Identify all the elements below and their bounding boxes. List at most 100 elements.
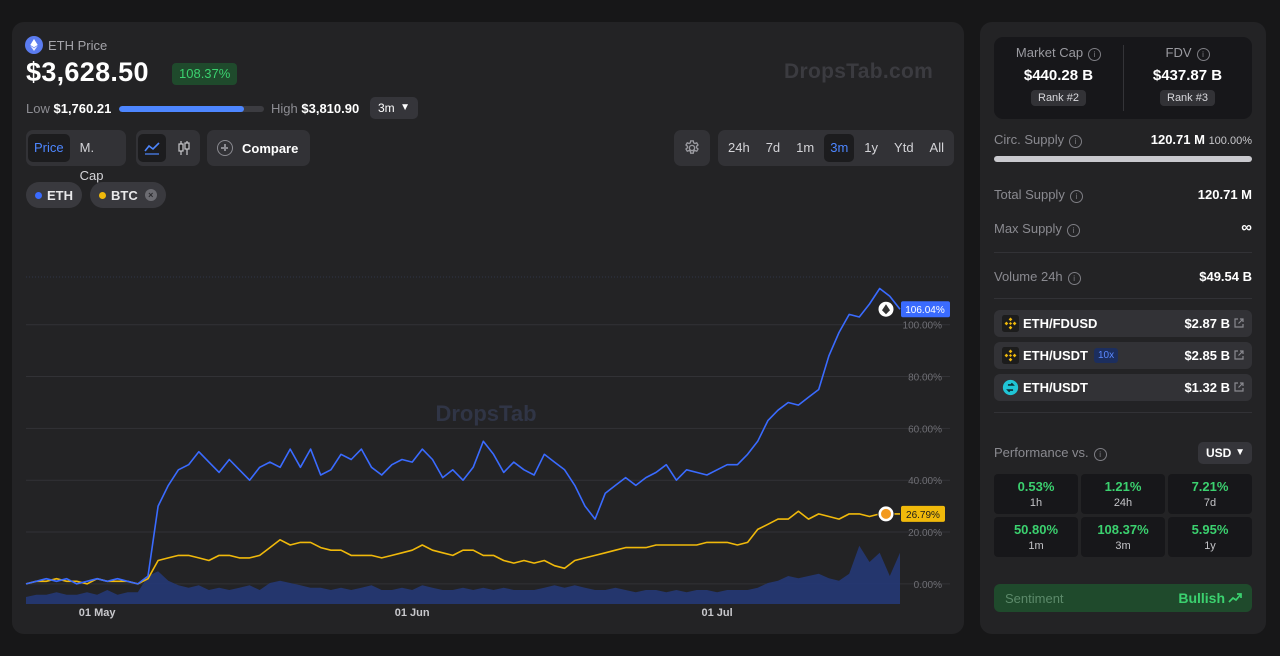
tab-3m[interactable]: 3m [824, 134, 855, 162]
y-tick-label: 80.00% [908, 373, 942, 384]
circ-supply-label: Circ. Supply [994, 132, 1065, 147]
performance-cell: 108.37% 3m [1081, 517, 1165, 557]
info-icon[interactable]: i [1093, 448, 1107, 461]
x-tick-label: 01 May [79, 607, 117, 619]
legend-chip-eth[interactable]: ETH [26, 182, 82, 208]
plus-circle-icon [217, 140, 233, 156]
legend-chip-btc[interactable]: BTC × [90, 182, 166, 208]
info-icon[interactable]: i [1067, 272, 1081, 285]
info-icon[interactable]: i [1196, 48, 1210, 61]
volume-label: Volume 24h [994, 269, 1063, 284]
external-link-icon[interactable] [1233, 349, 1245, 361]
circ-supply-row: Circ. Supply i 120.71 M 100.00% [994, 132, 1252, 148]
pair-name: ETH/USDT [1023, 380, 1088, 395]
chevron-down-icon: ▼ [1235, 447, 1245, 458]
candlestick-icon[interactable] [170, 134, 198, 162]
tab-price[interactable]: Price [28, 134, 70, 162]
max-supply-value: ∞ [1241, 219, 1252, 236]
price-chart: 0.00% 20.00% 40.00% 60.00% 80.00% 100.00% Drop… [25, 276, 950, 619]
line-chart-icon[interactable] [138, 134, 166, 162]
performance-period: 7d [1203, 497, 1217, 509]
btc-end-label: 26.79% [906, 510, 940, 521]
currency-select[interactable]: USD ▼ [1198, 442, 1252, 464]
exchange-logo-icon [1002, 379, 1019, 396]
performance-cell: 7.21% 7d [1168, 474, 1252, 514]
external-link-icon[interactable] [1233, 317, 1245, 329]
timeframe-tabs: 24h 7d 1m 3m 1y Ytd All [718, 130, 954, 166]
high-value: $3,810.90 [301, 101, 360, 116]
performance-period: 1m [1028, 540, 1044, 552]
total-supply-row: Total Supply i 120.71 M [994, 187, 1252, 203]
market-pair-row[interactable]: ETH/FDUSD $2.87 B [994, 310, 1252, 337]
btc-marker-icon [881, 508, 891, 519]
circ-supply-value: 120.71 M [1150, 132, 1205, 147]
info-icon[interactable]: i [1088, 48, 1102, 61]
legend-btc-label: BTC [111, 187, 138, 203]
performance-period: 3m [1115, 540, 1131, 552]
max-supply-row: Max Supply i ∞ [994, 219, 1252, 237]
pair-name: ETH/FDUSD [1023, 316, 1098, 331]
trending-up-icon [1228, 593, 1242, 603]
sentiment-value: Bullish [1178, 590, 1225, 606]
coin-stats-panel: Market Cap i $440.28 B Rank #2 FDV i $437.… [980, 22, 1266, 634]
performance-header: Performance vs. i [994, 445, 1252, 461]
sentiment-label: Sentiment [1005, 591, 1064, 606]
range-period-select[interactable]: 3m ▼ [370, 97, 418, 119]
y-tick-label: 0.00% [914, 580, 942, 591]
sentiment-bar[interactable]: Sentiment Bullish [994, 584, 1252, 612]
price-chart-panel: ETH Price $3,628.50 108.37% DropsTab.com… [12, 22, 964, 634]
market-cap-value: $440.28 B [1023, 67, 1094, 84]
tab-7d[interactable]: 7d [765, 140, 781, 155]
total-supply-value: 120.71 M [1197, 187, 1252, 202]
tab-ytd[interactable]: Ytd [894, 140, 914, 155]
pair-amount: $2.87 B [1184, 316, 1230, 331]
tab-all[interactable]: All [929, 140, 944, 155]
circ-supply-fill [994, 156, 1252, 162]
chart-settings-button[interactable] [674, 130, 710, 166]
performance-value: 7.21% [1191, 479, 1229, 494]
binance-logo-icon [1002, 315, 1019, 332]
pair-name: ETH/USDT [1023, 348, 1088, 363]
remove-btc-close-icon[interactable]: × [144, 189, 157, 201]
performance-value: 0.53% [1017, 479, 1055, 494]
divider [994, 298, 1252, 299]
compare-button[interactable]: Compare [207, 130, 311, 166]
y-tick-label: 100.00% [903, 321, 943, 332]
high-price: High $3,810.90 [271, 101, 359, 116]
performance-value: 108.37% [1097, 522, 1149, 537]
fdv-value: $437.87 B [1152, 67, 1223, 84]
price-range-bar [119, 106, 264, 112]
low-price: Low $1,760.21 [26, 101, 111, 116]
market-cap-label: Market Cap [1015, 45, 1084, 60]
market-pair-row[interactable]: ETH/USDT 10x $2.85 B [994, 342, 1252, 369]
binance-logo-icon [1002, 347, 1019, 364]
market-pair-row[interactable]: ETH/USDT $1.32 B [994, 374, 1252, 401]
pair-amount: $1.32 B [1184, 380, 1230, 395]
eth-end-label-bg [901, 301, 950, 318]
pair-amount: $2.85 B [1184, 348, 1230, 363]
tab-1y[interactable]: 1y [864, 140, 879, 155]
low-label: Low [26, 101, 50, 116]
tab-market-cap[interactable]: M. Cap [79, 140, 104, 183]
y-tick-label: 20.00% [908, 528, 942, 539]
valuation-box: Market Cap i $440.28 B Rank #2 FDV i $437.… [994, 37, 1252, 119]
coin-price-label: ETH Price [48, 38, 108, 53]
info-icon[interactable]: i [1069, 190, 1083, 203]
eth-dot-icon [35, 191, 42, 199]
performance-cell: 5.95% 1y [1168, 517, 1252, 557]
x-tick-label: 01 Jul [701, 607, 732, 619]
tab-24h[interactable]: 24h [728, 140, 750, 155]
external-link-icon[interactable] [1233, 381, 1245, 393]
current-price: $3,628.50 [26, 57, 149, 87]
tab-1m[interactable]: 1m [796, 140, 815, 155]
info-icon[interactable]: i [1066, 224, 1080, 237]
market-cap-block: Market Cap i $440.28 B Rank #2 [994, 37, 1123, 119]
legend-eth-label: ETH [47, 187, 73, 203]
chart-watermark: DropsTab [435, 401, 536, 426]
metric-toggle: Price M. Cap [26, 130, 126, 183]
info-icon[interactable]: i [1069, 135, 1083, 148]
volume-area [26, 545, 900, 604]
low-value: $1,760.21 [53, 101, 112, 116]
fdv-rank: Rank #3 [1160, 90, 1215, 106]
performance-grid: 0.53% 1h 1.21% 24h 7.21% 7d 50.80% 1m 108.37… [994, 474, 1252, 557]
